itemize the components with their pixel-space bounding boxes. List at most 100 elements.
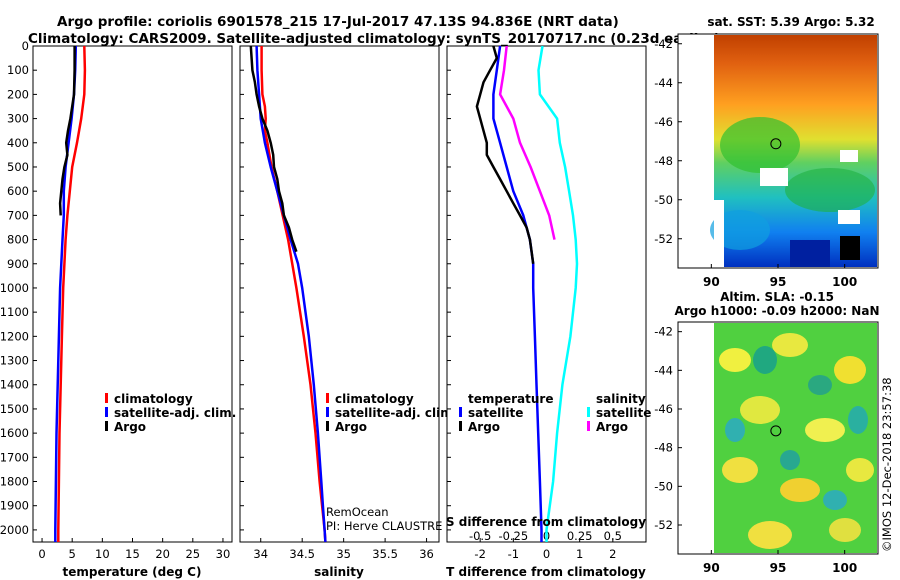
depth-tick-label: 600 [7, 184, 29, 198]
lat-tick-label: -46 [654, 402, 673, 416]
x-tick-label: 34 [253, 547, 268, 561]
depth-tick-label: 1300 [0, 354, 29, 368]
depth-tick-label: 800 [7, 233, 29, 247]
sla-field [714, 323, 877, 553]
depth-tick-label: 300 [7, 112, 29, 126]
legend-temp-satellite: satellite [468, 406, 523, 420]
sst-patch [790, 240, 830, 267]
sst-cloud-mask [840, 150, 858, 162]
pi-note: PI: Herve CLAUSTRE [326, 519, 442, 533]
difference-x-axis: -2 -1 0 1 2 [474, 538, 616, 561]
difference-plot-area [446, 45, 647, 543]
legend-swatch-satellite [105, 407, 108, 417]
legend-argo: Argo [335, 420, 367, 434]
sst-cloud-mask [760, 168, 788, 186]
temperature-x-axis: 0 5 10 15 20 25 30 [38, 538, 230, 561]
sst-patch [720, 117, 800, 173]
salinity-depth-ticks [240, 45, 244, 531]
sla-blob [805, 418, 845, 442]
depth-tick-label: 1600 [0, 426, 29, 440]
t-difference-x-label: T difference from climatology [446, 565, 646, 579]
depth-tick-label: 700 [7, 208, 29, 222]
sla-blob [829, 518, 861, 542]
depth-tick-label: 100 [7, 63, 29, 77]
lon-tick-label: 95 [770, 275, 787, 289]
difference-panel: -2 -1 0 1 2 -0.5 -0.25 0 0.25 0.5 T difference f… [446, 45, 651, 579]
x-tick-label: 0 [543, 547, 550, 561]
s-diff-tick-label: -0.25 [498, 529, 528, 543]
sst-map-panel: sat. SST: 5.39 Argo: 5.32 90 95 100 -42 -44 -… [654, 15, 879, 289]
lat-tick-label: -46 [654, 115, 673, 129]
legend-argo: Argo [114, 420, 146, 434]
lat-tick-label: -52 [654, 518, 673, 532]
series-line-argo [58, 46, 76, 216]
depth-tick-label: 400 [7, 136, 29, 150]
depth-axis: 0 100 200 300 400 500 600 700 800 900 1000 1100 1200… [0, 39, 37, 537]
salinity-x-label: salinity [314, 565, 364, 579]
depth-tick-label: 1400 [0, 378, 29, 392]
legend-swatch-temp-argo [459, 421, 462, 431]
lat-tick-label: -44 [654, 363, 673, 377]
sst-cloud-mask [838, 210, 860, 224]
x-tick-label: 25 [185, 547, 200, 561]
difference-legend: temperature satellite Argo salinity sate… [459, 392, 651, 434]
x-tick-label: 0 [38, 547, 45, 561]
legend-swatch-sal-satellite [587, 407, 590, 417]
depth-tick-label: 0 [22, 39, 29, 53]
legend-swatch-climatology [326, 393, 329, 403]
temperature-panel: 0100200300400500600700800900100011001200… [0, 39, 236, 579]
lat-tick-label: -48 [654, 154, 673, 168]
sla-map-axes: 90 95 100 -42 -44 -46 -48 -50 -52 [654, 325, 857, 575]
lat-tick-label: -44 [654, 76, 673, 90]
difference-series [475, 46, 579, 542]
s-diff-tick-label: 0.5 [604, 529, 622, 543]
x-tick-label: 20 [155, 547, 170, 561]
lat-tick-label: -42 [654, 325, 673, 339]
sla-blob [722, 457, 758, 483]
salinity-series [249, 46, 327, 542]
legend-swatch-argo [326, 421, 329, 431]
legend-climatology: climatology [114, 392, 193, 406]
legend-temperature-title: temperature [468, 392, 553, 406]
legend-climatology: climatology [335, 392, 414, 406]
x-tick-label: 5 [69, 547, 76, 561]
sla-map-panel: Altim. SLA: -0.15 Argo h1000: -0.09 h200… [654, 290, 894, 575]
lat-tick-label: -48 [654, 441, 673, 455]
legend-swatch-satellite [326, 407, 329, 417]
legend-swatch-argo [105, 421, 108, 431]
sla-blob [780, 478, 820, 502]
legend-swatch-climatology [105, 393, 108, 403]
x-tick-label: -2 [474, 547, 485, 561]
legend-satellite: satellite-adj. clim. [335, 406, 457, 420]
temperature-series [54, 46, 87, 542]
lat-tick-label: -42 [654, 37, 673, 51]
series-line-salinity-argo [498, 46, 556, 240]
sla-blob [834, 356, 866, 384]
sla-blob [772, 333, 808, 357]
s-difference-label: S difference from climatology [446, 515, 646, 529]
sla-blob [846, 458, 874, 482]
temperature-x-label: temperature (deg C) [63, 565, 202, 579]
series-line-argo [249, 46, 298, 253]
salinity-plot-area [239, 45, 440, 543]
lat-tick-label: -52 [654, 232, 673, 246]
lon-tick-label: 90 [703, 561, 720, 575]
series-line-climatology [57, 46, 87, 542]
legend-satellite: satellite-adj. clim. [114, 406, 236, 420]
s-diff-tick-label: 0.25 [567, 529, 593, 543]
temperature-plot-area [32, 45, 233, 543]
depth-tick-label: 1700 [0, 450, 29, 464]
salinity-x-axis: 34 34.5 35 35.5 36 [253, 538, 434, 561]
series-line-salinity-satellite [537, 46, 579, 542]
lon-tick-label: 95 [770, 561, 787, 575]
sla-blob [740, 396, 780, 424]
depth-tick-label: 200 [7, 87, 29, 101]
x-tick-label: 30 [216, 547, 231, 561]
legend-sal-satellite: satellite [596, 406, 651, 420]
argo-location-marker [770, 138, 782, 150]
temperature-legend: climatology satellite-adj. clim. Argo [105, 392, 236, 434]
sla-blob [808, 375, 832, 395]
difference-depth-ticks [447, 45, 451, 531]
lon-tick-label: 100 [832, 275, 857, 289]
